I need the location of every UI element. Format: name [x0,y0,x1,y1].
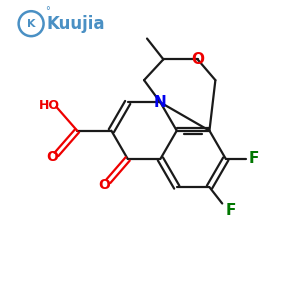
Text: O: O [98,178,110,192]
Text: O: O [191,52,204,67]
Text: F: F [226,202,236,217]
Text: Kuujia: Kuujia [46,15,105,33]
Text: HO: HO [39,99,60,112]
Text: K: K [27,19,35,29]
Text: O: O [46,149,58,164]
Text: N: N [154,95,167,110]
Text: F: F [249,152,259,166]
Text: °: ° [45,6,50,16]
